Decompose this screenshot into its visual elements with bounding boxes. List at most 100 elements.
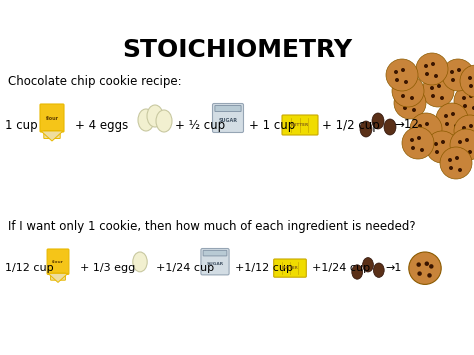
FancyBboxPatch shape (215, 105, 241, 111)
Text: flour: flour (46, 115, 58, 120)
Ellipse shape (430, 86, 434, 90)
Ellipse shape (352, 265, 363, 279)
Ellipse shape (434, 74, 438, 78)
Ellipse shape (419, 132, 423, 136)
Ellipse shape (451, 78, 455, 82)
Ellipse shape (411, 146, 415, 150)
Ellipse shape (454, 85, 474, 117)
Ellipse shape (468, 150, 472, 154)
Ellipse shape (444, 152, 448, 156)
Ellipse shape (372, 113, 384, 129)
Ellipse shape (403, 106, 407, 110)
Ellipse shape (468, 76, 472, 80)
Text: Chocolate chip cookie recipe:: Chocolate chip cookie recipe: (8, 75, 182, 88)
Ellipse shape (440, 96, 444, 100)
Text: If I want only 1 cookie, then how much of each ingredient is needed?: If I want only 1 cookie, then how much o… (8, 220, 416, 233)
Ellipse shape (469, 94, 473, 98)
Ellipse shape (402, 98, 406, 102)
Text: + 1/3 egg: + 1/3 egg (80, 263, 135, 273)
Ellipse shape (444, 114, 448, 118)
Text: →12: →12 (394, 119, 419, 131)
Ellipse shape (463, 104, 467, 108)
Ellipse shape (138, 109, 154, 131)
Ellipse shape (395, 78, 399, 82)
Ellipse shape (426, 131, 458, 163)
Ellipse shape (429, 264, 434, 269)
Ellipse shape (463, 134, 467, 138)
Ellipse shape (420, 148, 424, 152)
Text: + ½ cup: + ½ cup (175, 119, 225, 131)
Ellipse shape (410, 113, 442, 145)
Text: +1/24 cup: +1/24 cup (312, 263, 370, 273)
Ellipse shape (427, 273, 432, 278)
Text: flour: flour (52, 260, 64, 264)
FancyBboxPatch shape (51, 273, 65, 280)
Ellipse shape (459, 148, 463, 152)
Ellipse shape (469, 84, 473, 88)
Ellipse shape (409, 96, 413, 100)
Ellipse shape (363, 258, 374, 272)
Ellipse shape (454, 124, 458, 128)
FancyBboxPatch shape (212, 104, 244, 132)
Text: 1 cup: 1 cup (5, 119, 37, 131)
Ellipse shape (394, 70, 398, 74)
Ellipse shape (401, 68, 405, 72)
Ellipse shape (465, 138, 469, 142)
Ellipse shape (384, 119, 396, 135)
Ellipse shape (445, 122, 449, 126)
Ellipse shape (449, 166, 453, 170)
Ellipse shape (457, 68, 461, 72)
Ellipse shape (460, 80, 464, 84)
Ellipse shape (437, 84, 441, 88)
Ellipse shape (454, 115, 474, 147)
Text: +1/12 cup: +1/12 cup (235, 263, 293, 273)
Ellipse shape (451, 112, 455, 116)
Ellipse shape (450, 70, 454, 74)
Text: + 1/2 cup: + 1/2 cup (322, 119, 380, 131)
Ellipse shape (472, 136, 474, 140)
Ellipse shape (434, 142, 438, 146)
FancyBboxPatch shape (201, 248, 229, 275)
Ellipse shape (460, 65, 474, 97)
Text: BUTTER: BUTTER (291, 123, 309, 127)
Ellipse shape (404, 80, 408, 84)
Ellipse shape (448, 158, 452, 162)
Ellipse shape (360, 121, 372, 137)
Ellipse shape (407, 84, 411, 88)
Ellipse shape (425, 261, 429, 266)
Ellipse shape (442, 59, 474, 91)
Ellipse shape (462, 96, 466, 100)
Ellipse shape (455, 156, 459, 160)
Ellipse shape (392, 75, 424, 107)
Ellipse shape (417, 262, 421, 267)
Ellipse shape (156, 110, 172, 132)
Ellipse shape (431, 62, 435, 66)
Ellipse shape (133, 252, 147, 272)
Ellipse shape (425, 122, 429, 126)
Ellipse shape (400, 86, 404, 90)
Ellipse shape (450, 129, 474, 161)
Ellipse shape (412, 108, 416, 112)
FancyBboxPatch shape (282, 115, 318, 135)
Ellipse shape (425, 72, 429, 76)
Ellipse shape (418, 124, 422, 128)
Text: SUGAR: SUGAR (207, 262, 224, 266)
Ellipse shape (441, 140, 445, 144)
Ellipse shape (417, 136, 421, 140)
Text: + 1 cup: + 1 cup (249, 119, 295, 131)
Text: SUGAR: SUGAR (219, 118, 237, 122)
Ellipse shape (410, 138, 414, 142)
Ellipse shape (374, 263, 384, 277)
Ellipse shape (424, 64, 428, 68)
Ellipse shape (472, 106, 474, 110)
Text: + 4 eggs: + 4 eggs (75, 119, 128, 131)
Ellipse shape (431, 94, 435, 98)
Ellipse shape (458, 168, 462, 172)
FancyBboxPatch shape (44, 131, 60, 138)
Ellipse shape (422, 75, 454, 107)
FancyBboxPatch shape (203, 250, 227, 256)
Ellipse shape (147, 105, 163, 127)
Ellipse shape (458, 140, 462, 144)
FancyBboxPatch shape (40, 104, 64, 132)
FancyBboxPatch shape (47, 249, 69, 274)
